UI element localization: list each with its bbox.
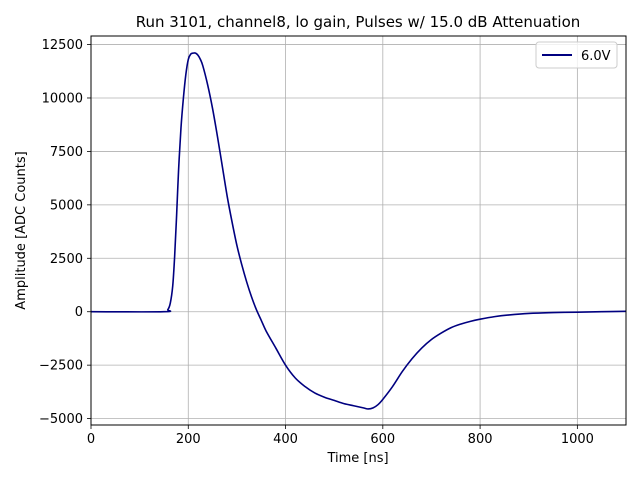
x-tick-label: 800	[468, 432, 493, 447]
x-tick-label: 0	[87, 432, 95, 447]
chart-title: Run 3101, channel8, lo gain, Pulses w/ 1…	[136, 13, 581, 31]
y-axis-label: Amplitude [ADC Counts]	[14, 151, 29, 309]
y-tick-label: 2500	[50, 252, 83, 267]
y-tick-label: 0	[75, 305, 83, 320]
y-tick-label: −5000	[39, 412, 83, 427]
x-axis-label: Time [ns]	[326, 451, 388, 466]
legend-box	[535, 41, 618, 69]
x-tick-label: 1000	[561, 432, 594, 447]
y-tick-label: 5000	[50, 198, 83, 213]
axis-ticks: 0 200 400 600 800 1000 −5000 −2500 0 2500 5000 7500…	[39, 38, 594, 447]
series-lines	[90, 52, 627, 410]
y-tick-label: 10000	[42, 91, 83, 106]
series-line-6.0V	[90, 52, 627, 410]
y-tick-label: 12500	[42, 38, 83, 53]
legend-series-label: 6.0V	[581, 49, 611, 64]
x-tick-label: 400	[273, 432, 298, 447]
x-tick-label: 200	[176, 432, 201, 447]
y-tick-label: 7500	[50, 145, 83, 160]
x-tick-label: 600	[370, 432, 395, 447]
plot-area-frame	[90, 35, 627, 426]
y-tick-label: −2500	[39, 359, 83, 374]
legend: 6.0V	[535, 41, 618, 69]
